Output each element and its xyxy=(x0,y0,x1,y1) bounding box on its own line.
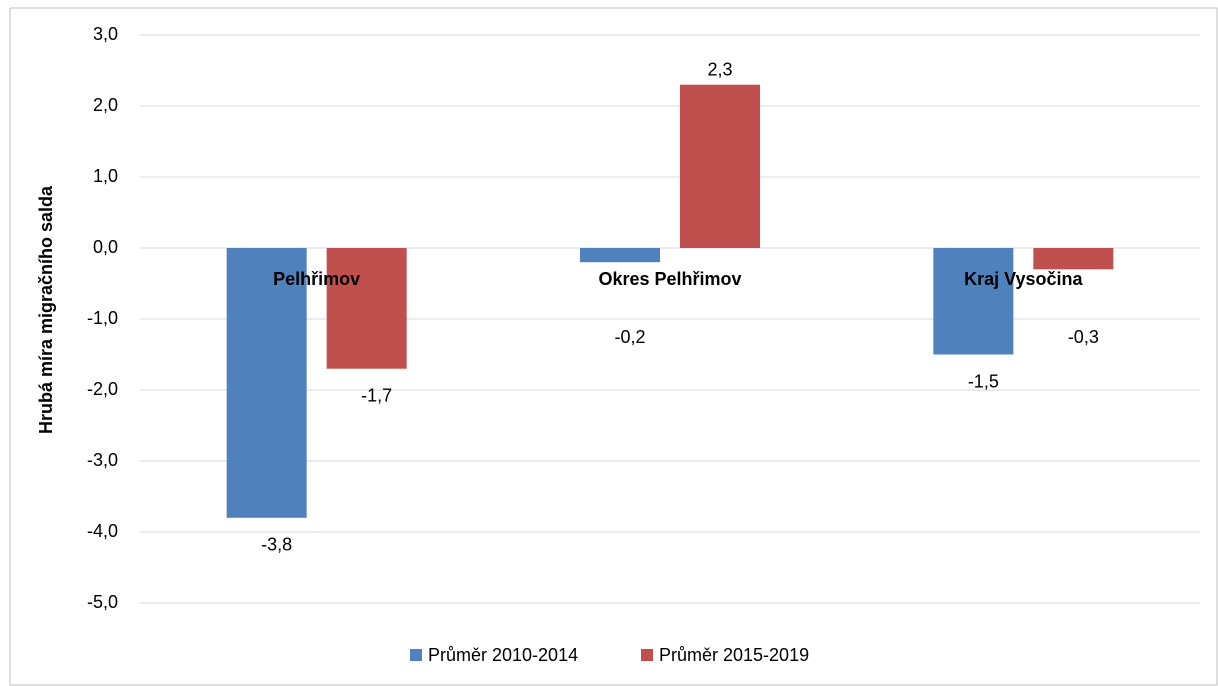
legend-swatch xyxy=(641,649,653,661)
bar xyxy=(933,248,1014,355)
legend-swatch xyxy=(410,649,422,661)
y-tick-label: 3,0 xyxy=(93,24,118,44)
bar xyxy=(226,248,307,518)
y-tick-label: -2,0 xyxy=(87,379,118,399)
data-label: -0,3 xyxy=(1068,327,1099,347)
data-label: -1,7 xyxy=(361,385,392,405)
category-label: Pelhřimov xyxy=(273,269,360,289)
bar xyxy=(326,248,407,369)
y-tick-label: 2,0 xyxy=(93,95,118,115)
category-label: Okres Pelhřimov xyxy=(598,269,741,289)
y-tick-label: 0,0 xyxy=(93,237,118,257)
y-tick-label: -1,0 xyxy=(87,308,118,328)
data-label: -1,5 xyxy=(968,371,999,391)
data-label: 2,3 xyxy=(707,59,732,79)
legend-label: Průměr 2015-2019 xyxy=(659,645,809,665)
legend-label: Průměr 2010-2014 xyxy=(428,645,578,665)
y-axis-label: Hrubá míra migračního salda xyxy=(36,185,56,434)
y-tick-label: -3,0 xyxy=(87,450,118,470)
bar xyxy=(1033,248,1114,270)
y-tick-label: -5,0 xyxy=(87,592,118,612)
data-label: -0,2 xyxy=(614,327,645,347)
y-tick-label: 1,0 xyxy=(93,166,118,186)
bar xyxy=(680,84,760,248)
category-label: Kraj Vysočina xyxy=(964,269,1083,289)
chart-frame xyxy=(9,7,1218,686)
y-tick-label: -4,0 xyxy=(87,521,118,541)
bar xyxy=(580,248,660,263)
data-label: -3,8 xyxy=(261,535,292,555)
